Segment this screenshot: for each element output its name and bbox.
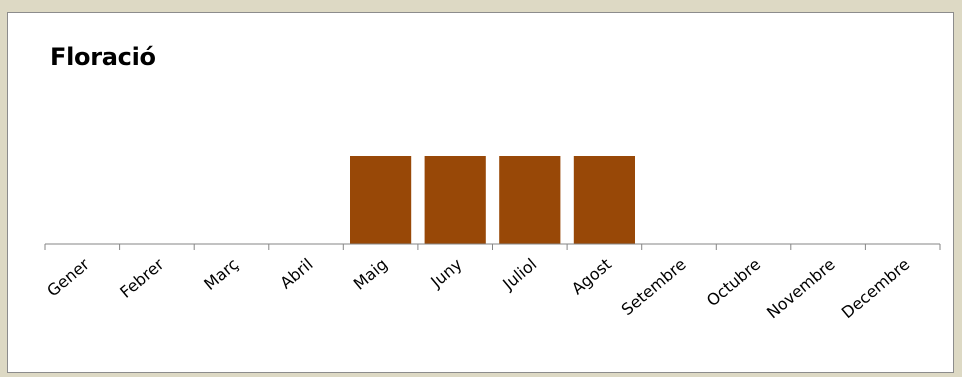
x-tick-label: Gener xyxy=(43,254,93,300)
bar-agost xyxy=(573,156,635,244)
x-tick-label: Novembre xyxy=(763,255,839,323)
x-tick-label: Setembre xyxy=(618,255,690,320)
x-tick-label: Decembre xyxy=(838,255,914,323)
x-tick-label: Juliol xyxy=(498,255,540,295)
x-tick-label: Març xyxy=(200,255,242,294)
x-tick-label: Febrer xyxy=(116,254,168,302)
x-tick-label: Octubre xyxy=(703,255,764,311)
bar-maig xyxy=(350,156,412,244)
chart-frame: Floració Gener Febrer Març Abril Maig Juny Jul… xyxy=(7,12,954,373)
x-tick-label: Juny xyxy=(426,255,465,292)
bar-juliol xyxy=(499,156,561,244)
x-tick-label: Maig xyxy=(350,255,391,294)
bar-chart: Gener Febrer Març Abril Maig Juny Juliol Agost S… xyxy=(43,156,941,323)
x-tick-label: Abril xyxy=(276,255,316,293)
bar-juny xyxy=(424,156,486,244)
x-tick-label: Agost xyxy=(568,255,615,299)
chart-title: Floració xyxy=(50,43,156,71)
